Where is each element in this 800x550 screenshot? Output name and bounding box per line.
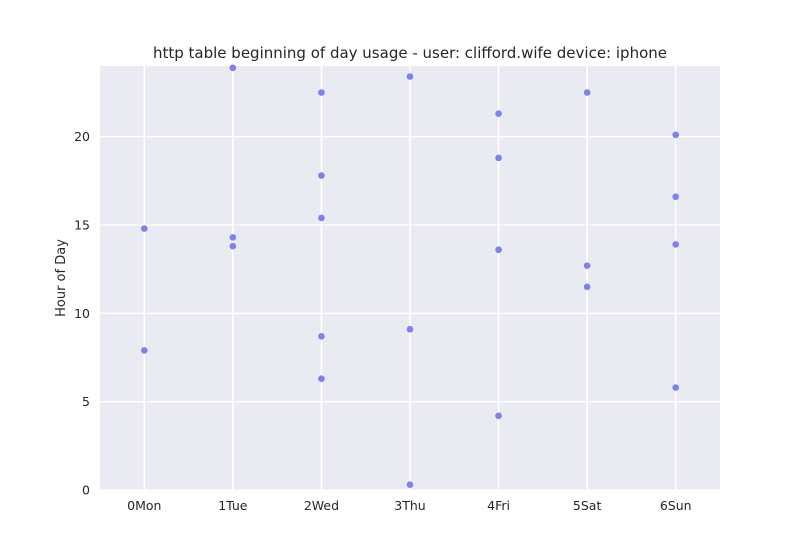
data-point bbox=[495, 412, 502, 420]
data-point bbox=[318, 333, 325, 340]
data-point bbox=[406, 325, 414, 333]
y-tick-label: 15 bbox=[74, 218, 90, 233]
x-tick-label: 0Mon bbox=[127, 498, 161, 513]
data-point bbox=[229, 242, 237, 250]
y-tick-label: 10 bbox=[74, 306, 90, 321]
data-point bbox=[583, 89, 591, 96]
x-tick-label: 6Sun bbox=[660, 498, 692, 513]
data-point bbox=[229, 234, 237, 241]
data-point bbox=[318, 214, 325, 222]
y-axis-label: Hour of Day bbox=[54, 239, 69, 317]
grid-lines bbox=[100, 66, 720, 491]
x-tick-labels: 0Mon 1Tue 2Wed 3Thu 4Fri 5Sat 6Sun bbox=[127, 498, 691, 513]
data-point bbox=[318, 89, 325, 96]
y-tick-label: 5 bbox=[82, 394, 90, 409]
data-point bbox=[318, 172, 325, 179]
y-tick-labels: 0 5 10 15 20 bbox=[74, 129, 90, 497]
data-point bbox=[583, 262, 591, 269]
data-point bbox=[495, 110, 502, 117]
data-point bbox=[406, 73, 414, 80]
x-tick-label: 2Wed bbox=[304, 498, 339, 513]
data-point bbox=[672, 193, 680, 201]
data-point bbox=[495, 246, 502, 254]
data-point bbox=[495, 154, 502, 162]
data-point bbox=[672, 131, 680, 139]
data-point bbox=[140, 225, 148, 232]
data-point bbox=[672, 241, 680, 248]
x-tick-label: 1Tue bbox=[218, 498, 248, 513]
data-point bbox=[229, 64, 237, 72]
data-point bbox=[140, 347, 148, 354]
x-tick-label: 5Sat bbox=[573, 498, 602, 513]
data-point bbox=[583, 283, 591, 291]
data-point bbox=[406, 481, 414, 489]
x-tick-label: 3Thu bbox=[394, 498, 425, 513]
data-point bbox=[672, 384, 680, 391]
y-tick-label: 0 bbox=[82, 483, 90, 498]
y-tick-label: 20 bbox=[74, 129, 90, 144]
data-point bbox=[318, 375, 325, 383]
x-tick-label: 4Fri bbox=[487, 498, 510, 513]
chart-title: http table beginning of day usage - user… bbox=[153, 44, 667, 62]
data-points bbox=[140, 64, 680, 489]
